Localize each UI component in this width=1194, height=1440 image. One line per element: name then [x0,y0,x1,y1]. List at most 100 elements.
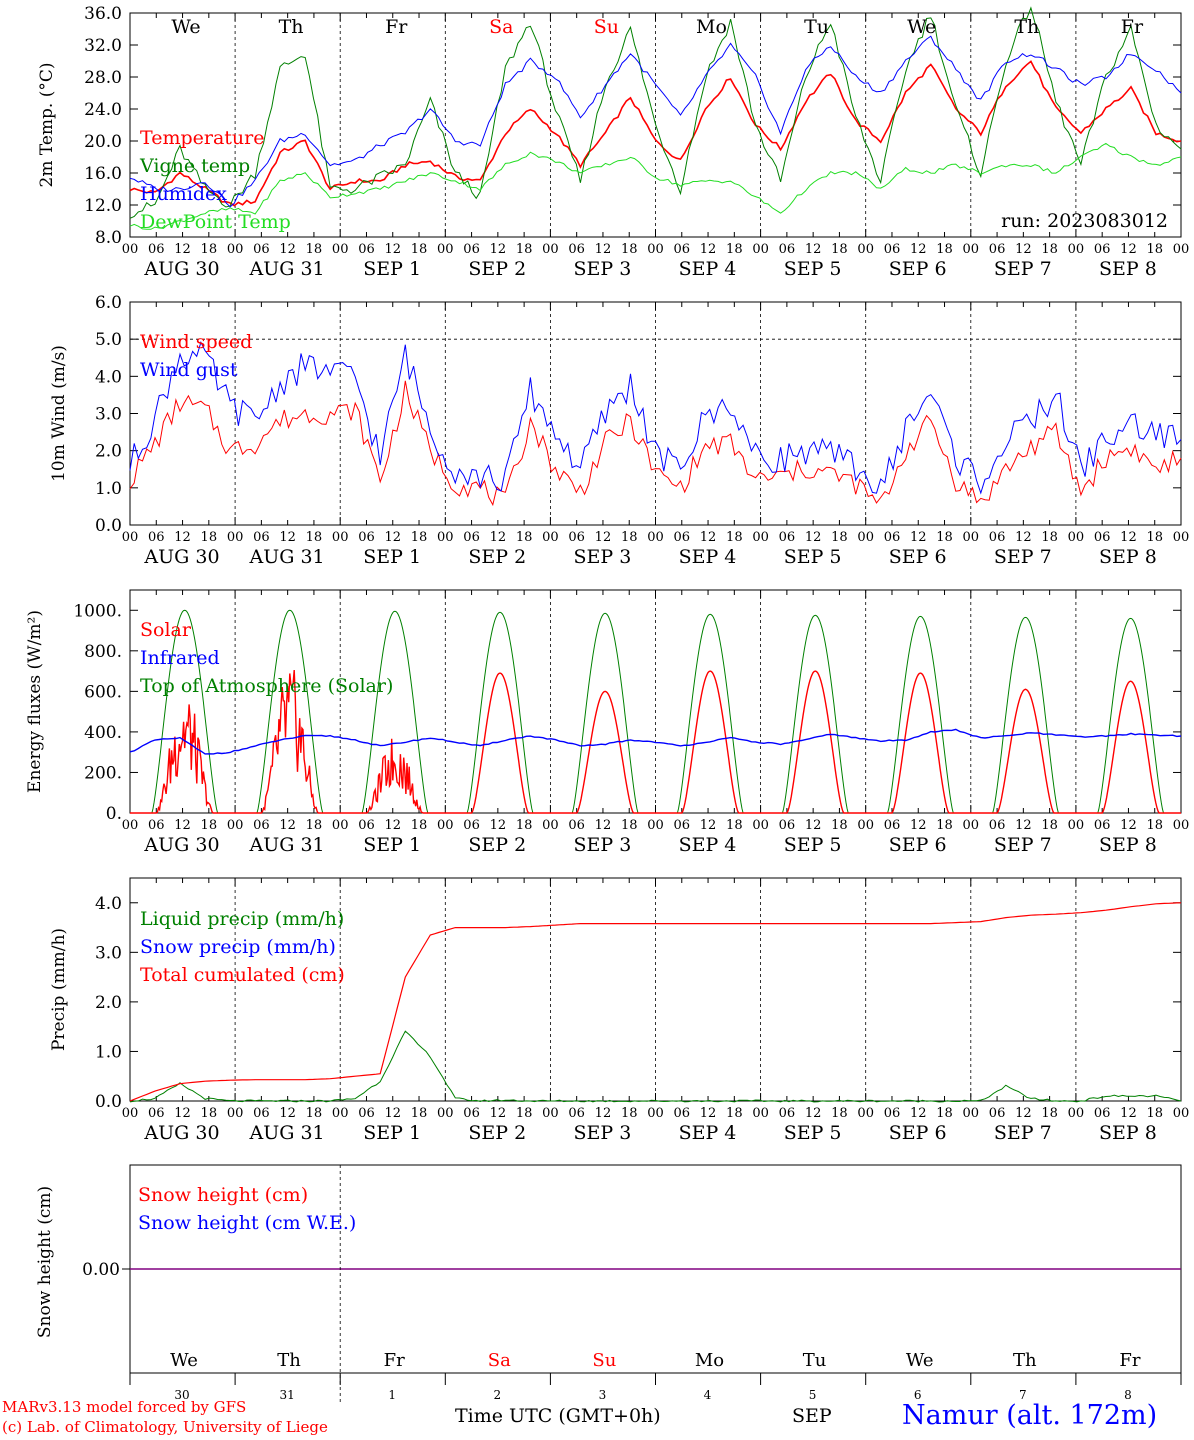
date-label: SEP 7 [994,834,1052,856]
date-label: SEP 2 [468,546,526,568]
hour-tick-label: 00 [332,530,349,545]
hour-tick-label: 18 [201,242,218,257]
series-line-liquid-precip [129,1030,1182,1103]
hour-tick-label: 06 [253,530,270,545]
hour-tick-label: 12 [595,818,612,833]
day-number-label: 1 [388,1388,396,1402]
hour-tick-label: 06 [463,530,480,545]
date-label: AUG 30 [143,546,219,568]
hour-tick-label: 18 [306,530,323,545]
hour-tick-label: 18 [411,242,428,257]
hour-tick-label: 06 [779,1106,796,1121]
y-tick-label: 0.00 [82,1260,120,1280]
hour-tick-label: 06 [989,530,1006,545]
hour-tick-label: 18 [936,530,953,545]
hour-tick-label: 00 [857,1106,874,1121]
date-label: SEP 8 [1099,1122,1157,1144]
hour-tick-label: 06 [148,530,165,545]
hour-tick-label: 06 [1094,1106,1111,1121]
panel-frame [129,589,1182,814]
hour-tick-label: 12 [595,530,612,545]
weekday-label: Mo [695,1350,724,1371]
hour-tick-label: 00 [122,1106,139,1121]
y-tick-label: 4.0 [95,367,122,387]
hour-tick-label: 12 [174,530,191,545]
date-label: SEP 8 [1099,834,1157,856]
hour-tick-label: 06 [568,818,585,833]
hour-tick-label: 00 [542,818,559,833]
day-number-label: 5 [809,1388,817,1402]
legend-entry: Snow precip (mm/h) [140,936,336,958]
date-label: SEP 5 [784,834,842,856]
legend-entry: Infrared [140,647,220,669]
hour-tick-label: 00 [647,530,664,545]
hour-tick-label: 06 [674,1106,691,1121]
hour-tick-label: 06 [463,818,480,833]
hour-tick-label: 06 [779,818,796,833]
hour-tick-label: 12 [490,1106,507,1121]
y-axis-label: 10m Wind (m/s) [49,345,69,482]
series-line-solar [130,669,1181,814]
date-label: SEP 6 [889,834,947,856]
date-label: SEP 4 [679,258,737,280]
hour-tick-label: 18 [936,818,953,833]
hour-tick-label: 12 [279,818,296,833]
hour-tick-label: 12 [595,242,612,257]
hour-tick-label: 06 [358,242,375,257]
hour-tick-label: 06 [674,818,691,833]
weekday-label: Fr [384,1350,405,1371]
location-label: Namur (alt. 172m) [902,1400,1158,1431]
hour-tick-label: 06 [568,530,585,545]
weekday-label: We [171,16,200,38]
series-line-wind-gust [129,340,1182,495]
y-tick-label: 600. [84,682,122,702]
y-tick-label: 0.0 [95,516,122,536]
hour-tick-label: 12 [490,530,507,545]
hour-tick-label: 00 [1068,242,1085,257]
y-tick-label: 0.0 [95,1092,122,1112]
hour-tick-label: 12 [700,242,717,257]
date-label: SEP 5 [784,546,842,568]
panel-frame [129,301,1182,526]
hour-tick-label: 12 [1015,242,1032,257]
hour-tick-label: 18 [1041,818,1058,833]
hour-tick-label: 12 [700,1106,717,1121]
hour-tick-label: 06 [779,242,796,257]
hour-tick-label: 00 [963,530,980,545]
y-tick-label: 1.0 [95,1042,122,1062]
hour-tick-label: 06 [674,530,691,545]
weekday-label: Fr [1119,1350,1140,1371]
y-axis-label: Precip (mm/h) [49,928,69,1051]
hour-tick-label: 00 [227,818,244,833]
hour-tick-label: 18 [516,242,533,257]
hour-tick-label: 00 [857,530,874,545]
hour-tick-label: 00 [857,818,874,833]
hour-tick-label: 18 [831,1106,848,1121]
y-tick-label: 400. [84,723,122,743]
date-label: SEP 5 [784,258,842,280]
hour-tick-label: 12 [805,242,822,257]
weekday-label: Th [279,16,304,38]
hour-tick-label: 18 [411,1106,428,1121]
hour-tick-label: 18 [831,242,848,257]
y-tick-label: 0. [106,804,122,824]
date-label: SEP 2 [468,834,526,856]
y-tick-label: 1000. [73,601,122,621]
legend-entry: Snow height (cm) [138,1184,308,1206]
hour-tick-label: 12 [700,530,717,545]
hour-tick-label: 18 [831,818,848,833]
hour-tick-label: 06 [989,242,1006,257]
series-line-infrared [129,728,1182,755]
weekday-label: We [906,1350,934,1371]
hour-tick-label: 00 [1068,1106,1085,1121]
hour-tick-label: 00 [437,242,454,257]
legend-entry: Vigne temp [139,155,250,177]
hour-tick-label: 18 [831,530,848,545]
series-line-temperature [129,60,1182,207]
hour-tick-label: 00 [227,242,244,257]
date-label: SEP 7 [994,258,1052,280]
hour-tick-label: 18 [1146,242,1163,257]
hour-tick-label: 12 [805,530,822,545]
date-label: AUG 31 [249,834,325,856]
hour-tick-label: 00 [963,1106,980,1121]
